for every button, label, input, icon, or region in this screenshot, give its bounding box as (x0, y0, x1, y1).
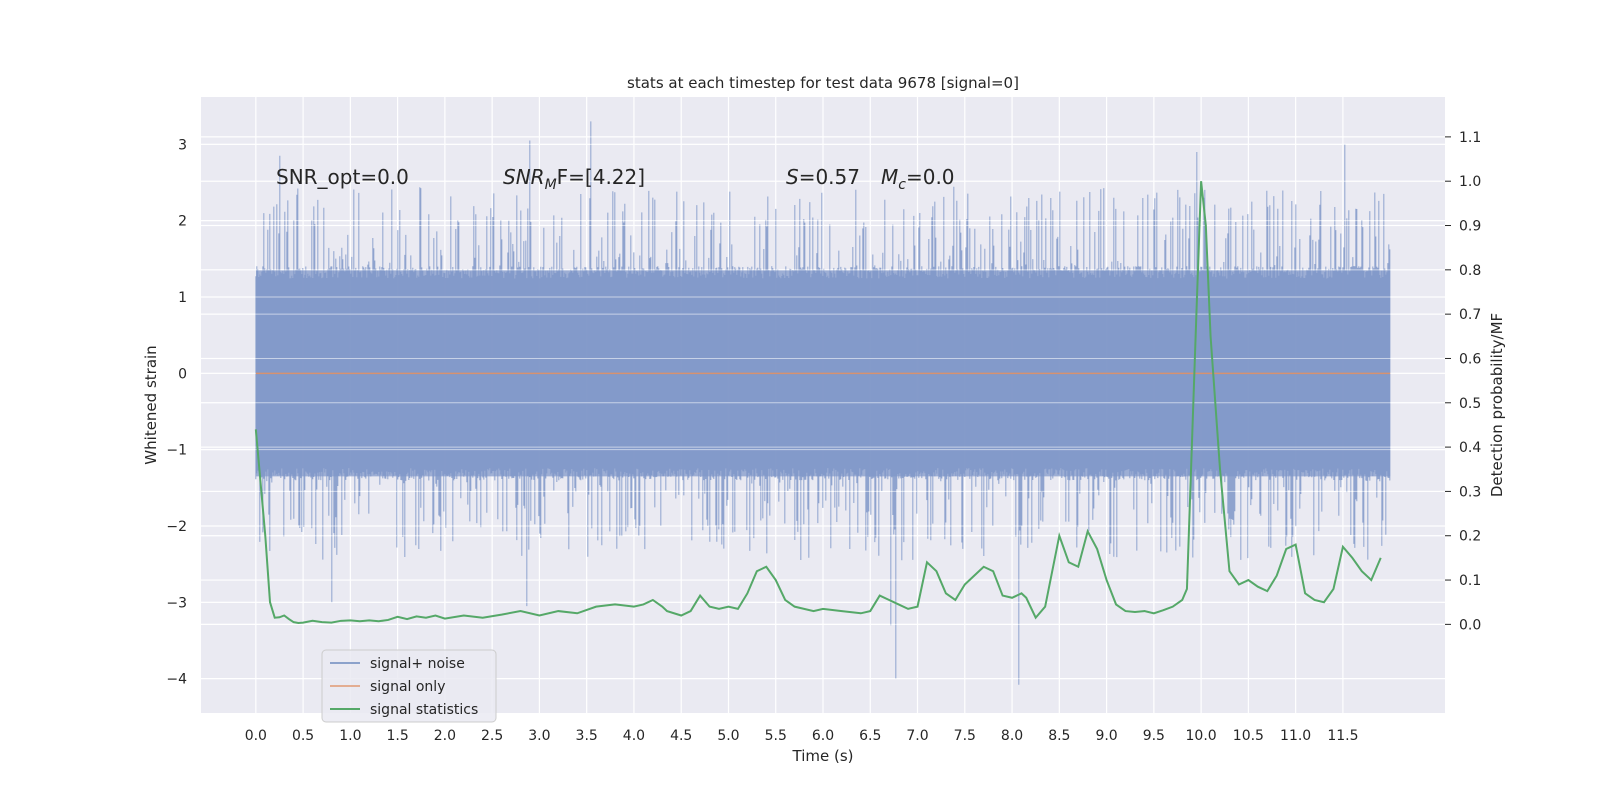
x-tick-label-7: 3.5 (576, 728, 598, 744)
y-axis-label-right: Detection probability/MF (1488, 313, 1506, 497)
y-right-tick-label-6: 0.5 (1459, 396, 1481, 412)
annotation-mc-sub: c (898, 177, 906, 193)
y-left-tick-label-1: 2 (178, 214, 187, 230)
x-tick-label-4: 2.0 (434, 728, 456, 744)
y-right-tick-label-7: 0.4 (1459, 440, 1481, 456)
x-tick-label-17: 8.5 (1048, 728, 1070, 744)
x-tick-label-16: 8.0 (1001, 728, 1023, 744)
annotation-mc-value: Mc=0.0 (881, 165, 955, 193)
y-left-tick-labels: 3 2 1 0 −1 −2 −3 −4 (166, 137, 187, 687)
x-tick-label-5: 2.5 (481, 728, 503, 744)
annotation-mc-rest: =0.0 (906, 165, 955, 189)
x-tick-label-10: 5.0 (717, 728, 739, 744)
y-axis-label-left: Whitened strain (142, 345, 160, 464)
y-left-tick-label-6: −3 (166, 595, 187, 611)
x-tick-label-22: 11.0 (1280, 728, 1311, 744)
chart-title: stats at each timestep for test data 967… (627, 74, 1019, 92)
x-tick-label-21: 10.5 (1233, 728, 1264, 744)
y-right-tick-label-0: 1.1 (1459, 130, 1481, 146)
legend-label-signal-statistics: signal statistics (370, 702, 478, 718)
annotation-s-value: S=0.57 (786, 165, 860, 189)
y-left-tick-label-4: −1 (166, 443, 187, 459)
y-right-tick-label-2: 0.9 (1459, 219, 1481, 235)
annotation-snr-mf-sub: M (545, 177, 557, 193)
x-tick-label-11: 5.5 (765, 728, 787, 744)
y-right-tick-label-5: 0.6 (1459, 351, 1481, 367)
annotation-snr-opt-text: SNR_opt=0.0 (276, 165, 409, 189)
y-right-tick-label-11: 0.0 (1459, 617, 1481, 633)
y-right-tick-label-4: 0.7 (1459, 307, 1481, 323)
annotation-snr-mf-main: SNR (503, 165, 545, 189)
x-tick-labels: 0.0 0.5 1.0 1.5 2.0 2.5 3.0 3.5 4.0 4.5 5.0 5.5 6.0 6… (245, 728, 1359, 744)
x-tick-label-8: 4.0 (623, 728, 645, 744)
grid-lines-y-overlay (201, 136, 1445, 680)
y-right-tick-labels: 1.1 1.0 0.9 0.8 0.7 0.6 0.5 0.4 0.3 0.2 0.1 0.0 (1459, 130, 1481, 633)
legend: signal+ noise signal only signal statist… (321, 649, 497, 723)
legend-label-signal-noise: signal+ noise (370, 656, 465, 672)
x-axis-label: Time (s) (792, 747, 854, 765)
x-tick-label-20: 10.0 (1186, 728, 1217, 744)
x-tick-label-15: 7.5 (954, 728, 976, 744)
x-tick-label-14: 7.0 (906, 728, 928, 744)
x-tick-label-9: 4.5 (670, 728, 692, 744)
y-right-tick-label-10: 0.1 (1459, 573, 1481, 589)
legend-label-signal-only: signal only (370, 679, 445, 695)
y-left-tick-label-7: −4 (166, 672, 187, 688)
annotation-s-main: S (786, 165, 799, 189)
y-right-tick-label-8: 0.3 (1459, 484, 1481, 500)
y-left-tick-label-5: −2 (166, 519, 187, 535)
y-right-tick-label-9: 0.2 (1459, 529, 1481, 545)
legend-box (321, 649, 497, 723)
x-tick-label-6: 3.0 (528, 728, 550, 744)
x-tick-label-3: 1.5 (386, 728, 408, 744)
annotation-mc-main: M (881, 165, 898, 189)
x-tick-label-13: 6.5 (859, 728, 881, 744)
y-right-tick-label-1: 1.0 (1459, 174, 1481, 190)
x-tick-label-18: 9.0 (1095, 728, 1117, 744)
x-tick-label-12: 6.0 (812, 728, 834, 744)
x-tick-label-2: 1.0 (339, 728, 361, 744)
annotation-s-rest: =0.57 (799, 165, 860, 189)
annotation-snr-mf: SNRMF=[4.22] (503, 165, 645, 193)
y-right-tick-label-3: 0.8 (1459, 263, 1481, 279)
y-left-tick-label-3: 0 (178, 366, 187, 382)
x-tick-label-0: 0.0 (245, 728, 267, 744)
x-tick-label-23: 11.5 (1327, 728, 1358, 744)
annotation-snr-mf-rest: F=[4.22] (557, 165, 645, 189)
x-tick-label-19: 9.5 (1143, 728, 1165, 744)
signal-statistics-points (255, 181, 1381, 624)
annotation-snr-opt: SNR_opt=0.0 (276, 165, 409, 189)
x-tick-label-1: 0.5 (292, 728, 314, 744)
y-left-tick-label-0: 3 (178, 137, 187, 153)
y-left-tick-label-2: 1 (178, 290, 187, 306)
